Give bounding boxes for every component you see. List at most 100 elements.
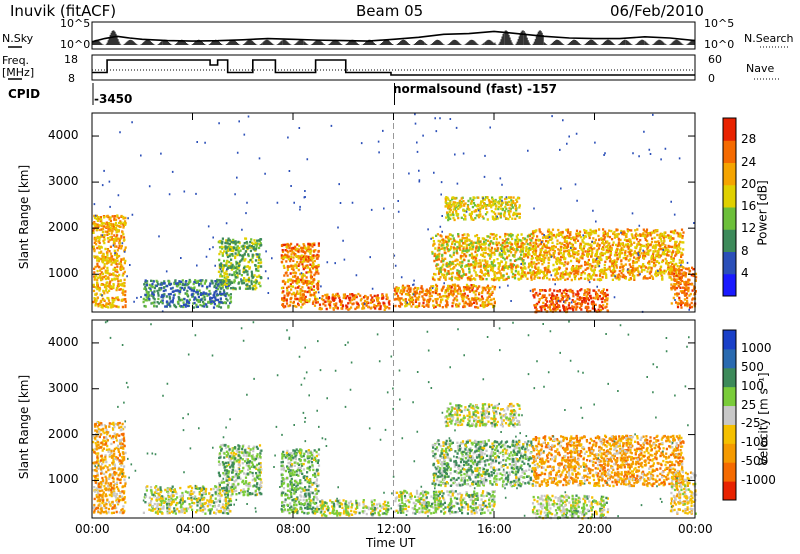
power-patch-8 — [531, 288, 610, 314]
velocity-patch-8 — [531, 494, 606, 519]
power-cb-swatch-2 — [723, 229, 736, 252]
freq-frame — [91, 54, 696, 81]
beam-title: Beam 05 — [356, 2, 424, 20]
velocity-patch-0 — [92, 421, 127, 514]
power-cb-frame — [722, 117, 737, 297]
velocity-patch-3 — [280, 449, 321, 514]
velocity-patch-5 — [396, 489, 496, 515]
velocity-cb-swatch-2 — [723, 443, 736, 463]
velocity-patch-4 — [320, 499, 387, 517]
cpid-label: CPID — [8, 87, 41, 101]
velocity-cb-swatch-1 — [723, 462, 736, 482]
power-cb-tick-6: 28 — [741, 132, 757, 147]
velocity-cb-tick-4: 25 — [741, 397, 757, 412]
velocity-patch-6 — [431, 439, 534, 488]
velocity-patch-2 — [217, 443, 263, 497]
xtick-label-4: 16:00 — [477, 522, 512, 536]
velocity-cb-swatch-3 — [723, 424, 736, 444]
velocity-cb-swatch-5 — [723, 386, 736, 407]
velocity-cb-tick-2: -100 — [741, 435, 769, 450]
power-cb-swatch-1 — [723, 251, 736, 275]
freq-label: Freq. — [2, 54, 30, 67]
velocity-cb-tick-0: -1000 — [741, 473, 776, 488]
power-frame — [91, 112, 696, 313]
velocity-cb-tick-5: 100 — [741, 378, 764, 393]
velocity-cb-swatch-0 — [723, 481, 736, 501]
velocity-patch-7 — [446, 402, 521, 427]
freq-line — [92, 59, 695, 76]
velocity-patch-0 — [92, 422, 127, 515]
xtick-label-6: 00:00 — [678, 522, 713, 536]
xtick-label-5: 20:00 — [577, 522, 613, 536]
velocity-patch-7 — [449, 404, 515, 427]
nave-label: Nave — [746, 62, 775, 75]
velocity-cb-tick-1: -500 — [741, 454, 769, 469]
nave-tick-top: 60 — [708, 53, 722, 66]
velocity-ytick-label-1000: 1000 — [48, 472, 79, 487]
nsky-tick-bottom: 10^0 — [60, 38, 91, 51]
velocity-patch-6 — [431, 439, 534, 488]
nsky-spikes — [91, 30, 695, 45]
power-patch-7 — [444, 196, 521, 221]
power-patch-1 — [144, 279, 231, 309]
velocity-patch-3 — [285, 449, 320, 515]
xtick-label-0: 00:00 — [75, 522, 110, 536]
nsearch-tick-bottom: 10^0 — [704, 38, 735, 51]
nave-tick-bottom: 0 — [708, 72, 715, 85]
power-patch-2 — [218, 237, 263, 291]
date-title: 06/Feb/2010 — [610, 2, 704, 20]
freq-tick-bottom: 8 — [68, 72, 75, 85]
velocity-patch-6 — [433, 439, 534, 488]
velocity-patch-7 — [444, 404, 521, 428]
power-cb-swatch-0 — [723, 273, 736, 297]
xtick-label-1: 04:00 — [175, 522, 211, 536]
xtick-label-2: 08:00 — [276, 522, 311, 536]
power-patch-6 — [431, 232, 534, 282]
velocity-patch-10 — [669, 471, 697, 515]
power-patch-4 — [318, 292, 389, 311]
power-panel — [91, 112, 698, 314]
velocity-cb-tick-3: -25 — [741, 416, 761, 431]
power-cb-tick-3: 16 — [741, 199, 757, 213]
velocity-cb-swatch-4 — [723, 405, 736, 425]
power-patch-0 — [92, 214, 127, 309]
power-cb-tick-2: 12 — [741, 221, 757, 236]
power-patch-1 — [142, 279, 233, 309]
power-cb-tick-4: 20 — [741, 176, 757, 191]
power-cb-tick-5: 24 — [741, 154, 757, 169]
velocity-patch-5 — [395, 490, 496, 515]
power-colorbar — [722, 117, 737, 297]
nsearch-tick-top: 10^5 — [704, 17, 735, 30]
power-cb-label: Power [dB] — [755, 180, 770, 246]
velocity-patch-4 — [319, 499, 390, 518]
nsearch-label: N.Search — [744, 32, 794, 45]
power-patch-10 — [670, 265, 698, 309]
power-patch-3 — [280, 242, 320, 309]
power-patch-8 — [532, 288, 609, 314]
velocity-cb-swatch-8 — [723, 330, 736, 350]
velocity-ylabel: Slant Range [km] — [17, 374, 32, 480]
velocity-patch-0 — [92, 421, 127, 515]
freq-unit-label: [MHz] — [2, 66, 35, 79]
velocity-patch-8 — [531, 494, 610, 520]
power-patch-6 — [432, 232, 534, 282]
power-cb-swatch-5 — [723, 162, 736, 186]
velocity-noise — [94, 320, 690, 520]
power-patch-2 — [217, 237, 263, 291]
power-patch-5 — [393, 284, 497, 309]
velocity-cb-tick-7: 1000 — [741, 340, 772, 355]
power-cb-swatch-6 — [723, 140, 736, 163]
velocity-patch-4 — [319, 499, 390, 516]
velocity-cb-frame — [722, 329, 737, 501]
power-cb-tick-0: 4 — [741, 265, 749, 280]
velocity-cb-swatch-7 — [723, 348, 736, 369]
velocity-patch-5 — [393, 489, 496, 515]
velocity-cb-swatch-6 — [723, 367, 736, 388]
power-patch-5 — [396, 283, 496, 309]
power-patch-6 — [432, 232, 533, 282]
velocity-patch-3 — [280, 448, 320, 515]
power-patch-3 — [280, 242, 320, 308]
power-ylabel: Slant Range [km] — [17, 164, 32, 270]
power-cb-swatch-7 — [723, 118, 736, 141]
